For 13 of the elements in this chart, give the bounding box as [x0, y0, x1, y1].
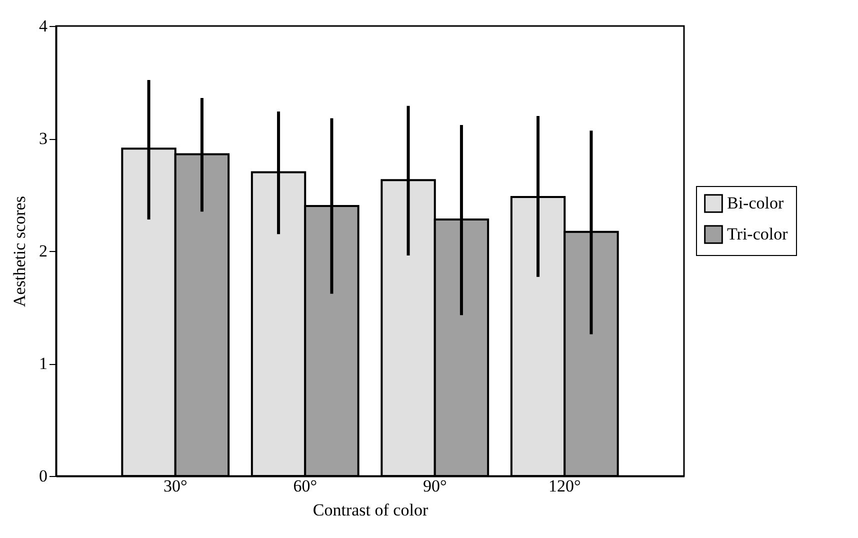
y-tick-label: 3: [39, 129, 48, 148]
legend-label: Bi-color: [727, 194, 784, 212]
y-tick-label: 4: [39, 16, 48, 36]
legend-label: Tri-color: [727, 224, 788, 244]
x-tick-label: 90°: [422, 476, 447, 496]
y-tick-label: 0: [39, 466, 48, 486]
x-tick-label: 60°: [293, 476, 318, 496]
x-axis-title: Contrast of color: [312, 500, 428, 520]
y-tick-label: 2: [39, 242, 48, 260]
y-axis-title: Aesthetic scores: [10, 196, 29, 307]
x-tick-label: 30°: [163, 476, 188, 496]
x-tick-label: 120°: [548, 476, 581, 496]
y-tick-label: 1: [39, 354, 48, 373]
